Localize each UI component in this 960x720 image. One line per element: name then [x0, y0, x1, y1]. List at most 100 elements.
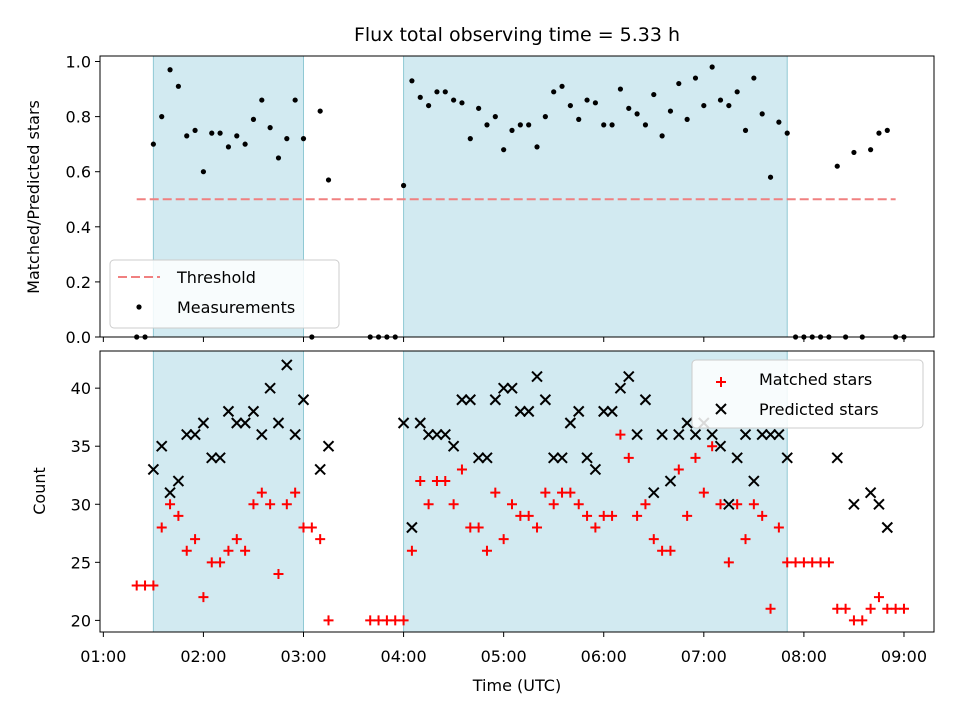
data-point — [734, 89, 740, 95]
data-point — [390, 615, 401, 626]
data-point — [790, 557, 801, 568]
data-point — [676, 80, 682, 87]
data-point — [751, 75, 757, 81]
legend-box — [109, 259, 340, 329]
data-point — [317, 108, 323, 114]
legend-measurements-swatch — [136, 304, 142, 310]
y-tick-label: 0.0 — [66, 328, 91, 347]
data-point — [197, 417, 210, 429]
y-tick-label: 35 — [71, 437, 91, 456]
data-point — [501, 147, 507, 153]
data-point — [297, 394, 310, 406]
y-tick-label: 30 — [71, 495, 91, 514]
data-point — [465, 522, 476, 533]
data-point — [281, 359, 293, 371]
data-point — [484, 122, 490, 128]
data-point — [776, 119, 782, 125]
data-point — [581, 452, 593, 464]
data-point — [272, 417, 285, 429]
data-point — [715, 499, 726, 510]
data-point — [323, 615, 334, 626]
data-point — [547, 452, 560, 464]
data-point — [439, 428, 451, 441]
data-point — [690, 452, 701, 463]
data-point — [739, 428, 752, 441]
data-point — [865, 603, 876, 614]
y-tick-label: 25 — [71, 553, 91, 572]
data-point — [265, 499, 276, 510]
data-point — [798, 557, 809, 568]
data-point — [631, 428, 643, 441]
data-point — [442, 89, 448, 95]
data-point — [615, 429, 626, 440]
series-matched-stars — [131, 429, 909, 626]
data-point — [609, 122, 615, 128]
data-point — [409, 78, 415, 84]
data-point — [231, 534, 242, 545]
data-point — [306, 522, 317, 533]
data-point — [256, 487, 267, 498]
data-point — [648, 534, 659, 545]
data-point — [831, 452, 843, 464]
data-point — [673, 464, 684, 475]
data-point — [267, 125, 273, 131]
data-point — [223, 545, 234, 556]
data-point — [773, 428, 785, 441]
data-point — [807, 557, 818, 568]
data-point — [156, 522, 167, 533]
data-point — [823, 557, 834, 568]
data-point — [506, 382, 518, 394]
data-point — [415, 476, 426, 487]
data-point — [659, 133, 665, 139]
data-point — [173, 510, 184, 521]
data-point — [881, 521, 894, 534]
data-point — [614, 382, 627, 394]
data-point — [239, 417, 251, 429]
plot-frame — [99, 350, 935, 633]
bottom-y-axis-label: Count — [30, 467, 49, 515]
x-tick-label: 08:00 — [781, 647, 827, 666]
data-point — [667, 108, 674, 114]
data-point — [890, 603, 901, 614]
y-tick-label: 0.6 — [66, 163, 91, 182]
x-tick-label: 07:00 — [681, 647, 727, 666]
legend-measurements-label: Measurements — [177, 298, 295, 317]
data-point — [742, 127, 749, 133]
data-point — [447, 440, 460, 452]
data-point — [682, 510, 693, 521]
series-predicted-stars — [147, 359, 894, 534]
data-point — [131, 580, 142, 591]
data-point — [707, 441, 718, 452]
data-point — [315, 534, 326, 545]
data-point — [365, 615, 376, 626]
data-point — [451, 97, 457, 103]
data-point — [840, 603, 851, 614]
data-point — [373, 615, 384, 626]
data-point — [215, 557, 226, 568]
chart-title: Flux total observing time = 5.33 h — [354, 24, 680, 46]
data-point — [598, 510, 609, 521]
x-tick-label: 06:00 — [581, 647, 627, 666]
data-point — [559, 83, 565, 89]
observing-window-2 — [403, 56, 788, 337]
data-point — [189, 428, 201, 441]
legend-predicted-label: Predicted stars — [759, 400, 879, 419]
data-point — [784, 130, 790, 136]
data-point — [206, 557, 217, 568]
data-point — [898, 603, 909, 614]
data-point — [150, 141, 156, 147]
data-point — [765, 603, 776, 614]
data-point — [289, 428, 301, 441]
data-point — [732, 499, 743, 510]
legend-box — [691, 359, 924, 429]
data-point — [281, 499, 292, 510]
data-point — [148, 580, 159, 591]
data-point — [172, 475, 185, 487]
data-point — [834, 163, 840, 169]
data-point — [448, 499, 459, 510]
data-point — [573, 499, 584, 510]
data-point — [456, 464, 467, 475]
data-point — [406, 521, 418, 534]
top-y-axis-label: Matched/Predicted stars — [24, 100, 43, 294]
